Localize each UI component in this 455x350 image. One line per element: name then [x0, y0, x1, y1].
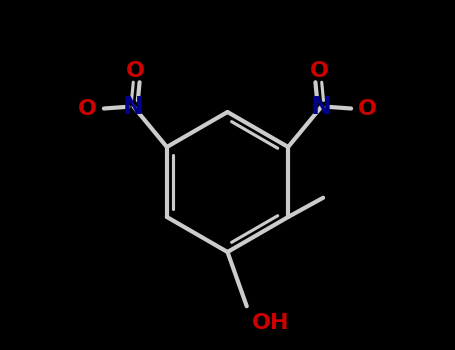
Text: O: O — [310, 61, 329, 81]
Text: O: O — [78, 98, 97, 119]
Text: OH: OH — [252, 313, 289, 332]
Text: O: O — [358, 98, 377, 119]
Text: N: N — [311, 95, 332, 119]
Text: N: N — [123, 95, 144, 119]
Text: O: O — [126, 61, 145, 81]
